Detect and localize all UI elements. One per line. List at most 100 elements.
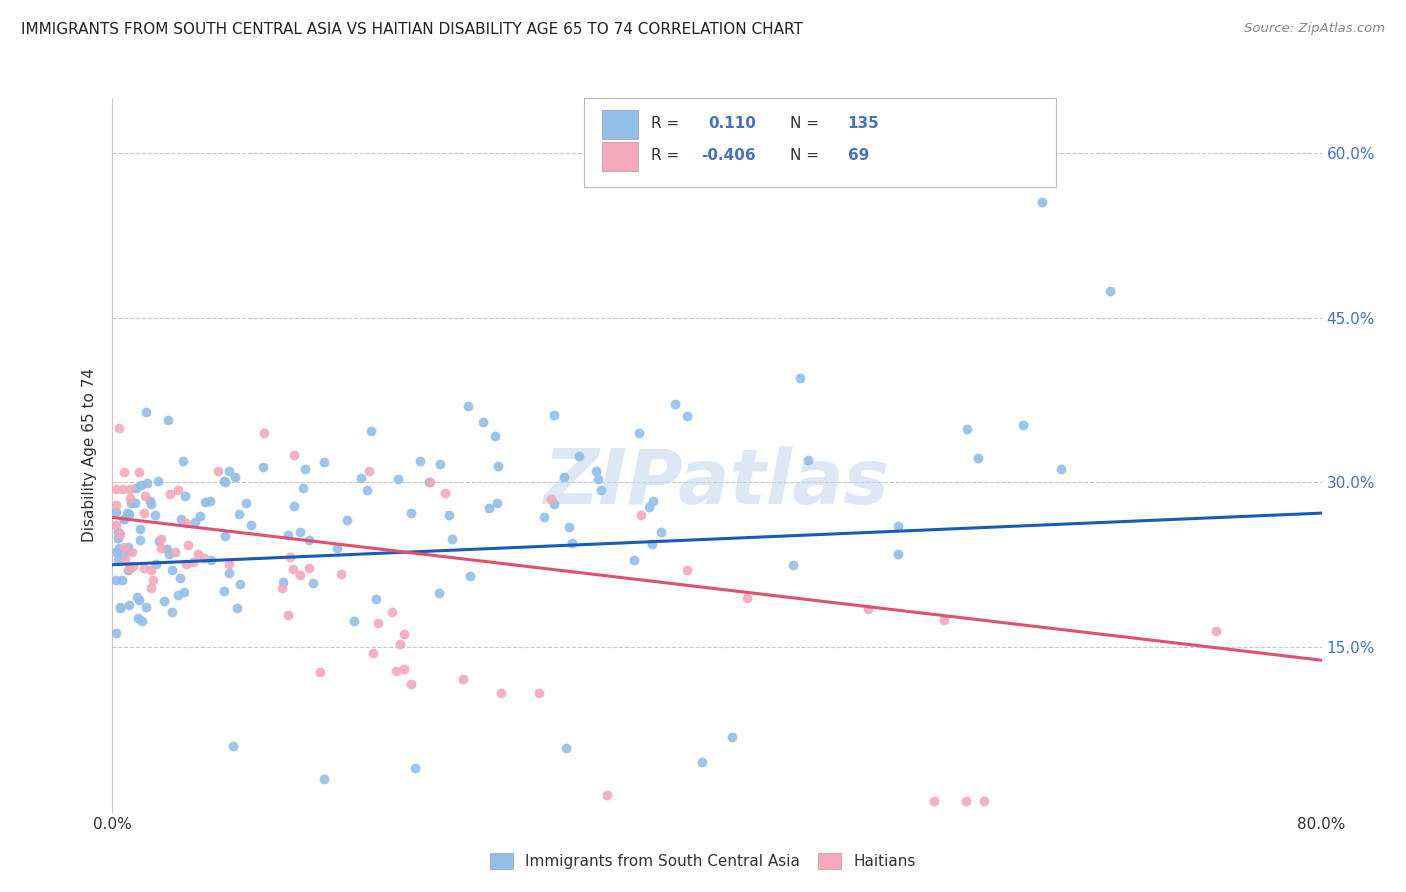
Point (138, 493, 160, 508)
Point (314, 455, 336, 469)
Point (115, 506, 138, 520)
Point (134, 506, 156, 520)
Point (218, 566, 240, 580)
Text: R =: R = (651, 148, 683, 162)
Point (283, 499, 305, 513)
Point (381, 605, 404, 619)
Point (782, 558, 804, 572)
Point (143, 508, 166, 522)
Text: N =: N = (790, 116, 824, 130)
Point (214, 583, 236, 598)
Point (104, 544, 127, 558)
Point (309, 665, 332, 679)
Point (418, 475, 440, 490)
Point (543, 408, 565, 422)
Point (737, 591, 759, 605)
Point (141, 581, 163, 595)
Point (856, 601, 880, 615)
Point (170, 512, 193, 526)
Point (664, 397, 686, 411)
Point (162, 563, 184, 577)
Point (367, 615, 389, 630)
Point (145, 557, 167, 571)
Point (124, 496, 146, 510)
Point (955, 794, 977, 808)
Point (148, 474, 170, 488)
Point (149, 533, 172, 547)
Point (112, 512, 135, 526)
Point (166, 483, 188, 497)
Point (173, 489, 195, 503)
Point (252, 459, 274, 474)
Point (271, 575, 294, 590)
Point (887, 547, 910, 561)
Point (973, 794, 995, 808)
Point (796, 453, 818, 467)
Point (229, 576, 252, 591)
Point (150, 541, 173, 556)
Point (104, 573, 127, 587)
Point (628, 425, 651, 440)
Point (568, 450, 591, 464)
Point (356, 483, 378, 498)
Point (228, 507, 250, 521)
Point (104, 626, 127, 640)
Point (156, 542, 179, 557)
Point (329, 567, 352, 582)
Point (114, 552, 136, 566)
Point (177, 538, 200, 552)
Point (235, 496, 257, 510)
Point (226, 600, 249, 615)
Point (110, 601, 132, 615)
Point (165, 545, 187, 559)
Point (399, 506, 422, 520)
Point (638, 500, 661, 515)
Point (314, 772, 336, 786)
Point (222, 739, 245, 753)
Point (200, 552, 222, 566)
Point (160, 606, 183, 620)
Point (385, 664, 408, 678)
Point (690, 756, 713, 770)
Point (174, 516, 197, 531)
Point (561, 536, 583, 550)
Point (558, 520, 581, 534)
Point (107, 525, 129, 540)
Point (596, 788, 619, 802)
Point (588, 472, 610, 486)
Point (173, 585, 195, 599)
Point (389, 636, 412, 650)
Point (121, 496, 143, 510)
Point (409, 453, 432, 467)
Point (153, 593, 176, 607)
Point (387, 472, 409, 486)
Point (278, 550, 301, 565)
Point (166, 588, 188, 602)
Point (675, 563, 697, 577)
Point (129, 478, 152, 492)
Point (336, 514, 359, 528)
Point (419, 475, 441, 490)
Text: N =: N = (790, 148, 824, 162)
Point (277, 607, 299, 622)
Point (1049, 462, 1071, 476)
Point (156, 412, 179, 426)
Point (429, 457, 451, 471)
Point (366, 591, 388, 606)
Point (589, 483, 612, 497)
Point (122, 558, 145, 573)
Point (118, 508, 141, 522)
Point (290, 524, 312, 539)
Point (630, 508, 652, 523)
Point (107, 421, 129, 435)
Point (187, 547, 209, 561)
Point (198, 494, 221, 508)
Point (121, 545, 143, 559)
Point (440, 532, 463, 546)
Point (349, 471, 371, 485)
Point (183, 515, 205, 529)
Point (125, 481, 148, 495)
Point (298, 561, 321, 575)
Point (471, 415, 494, 429)
Point (239, 518, 262, 533)
